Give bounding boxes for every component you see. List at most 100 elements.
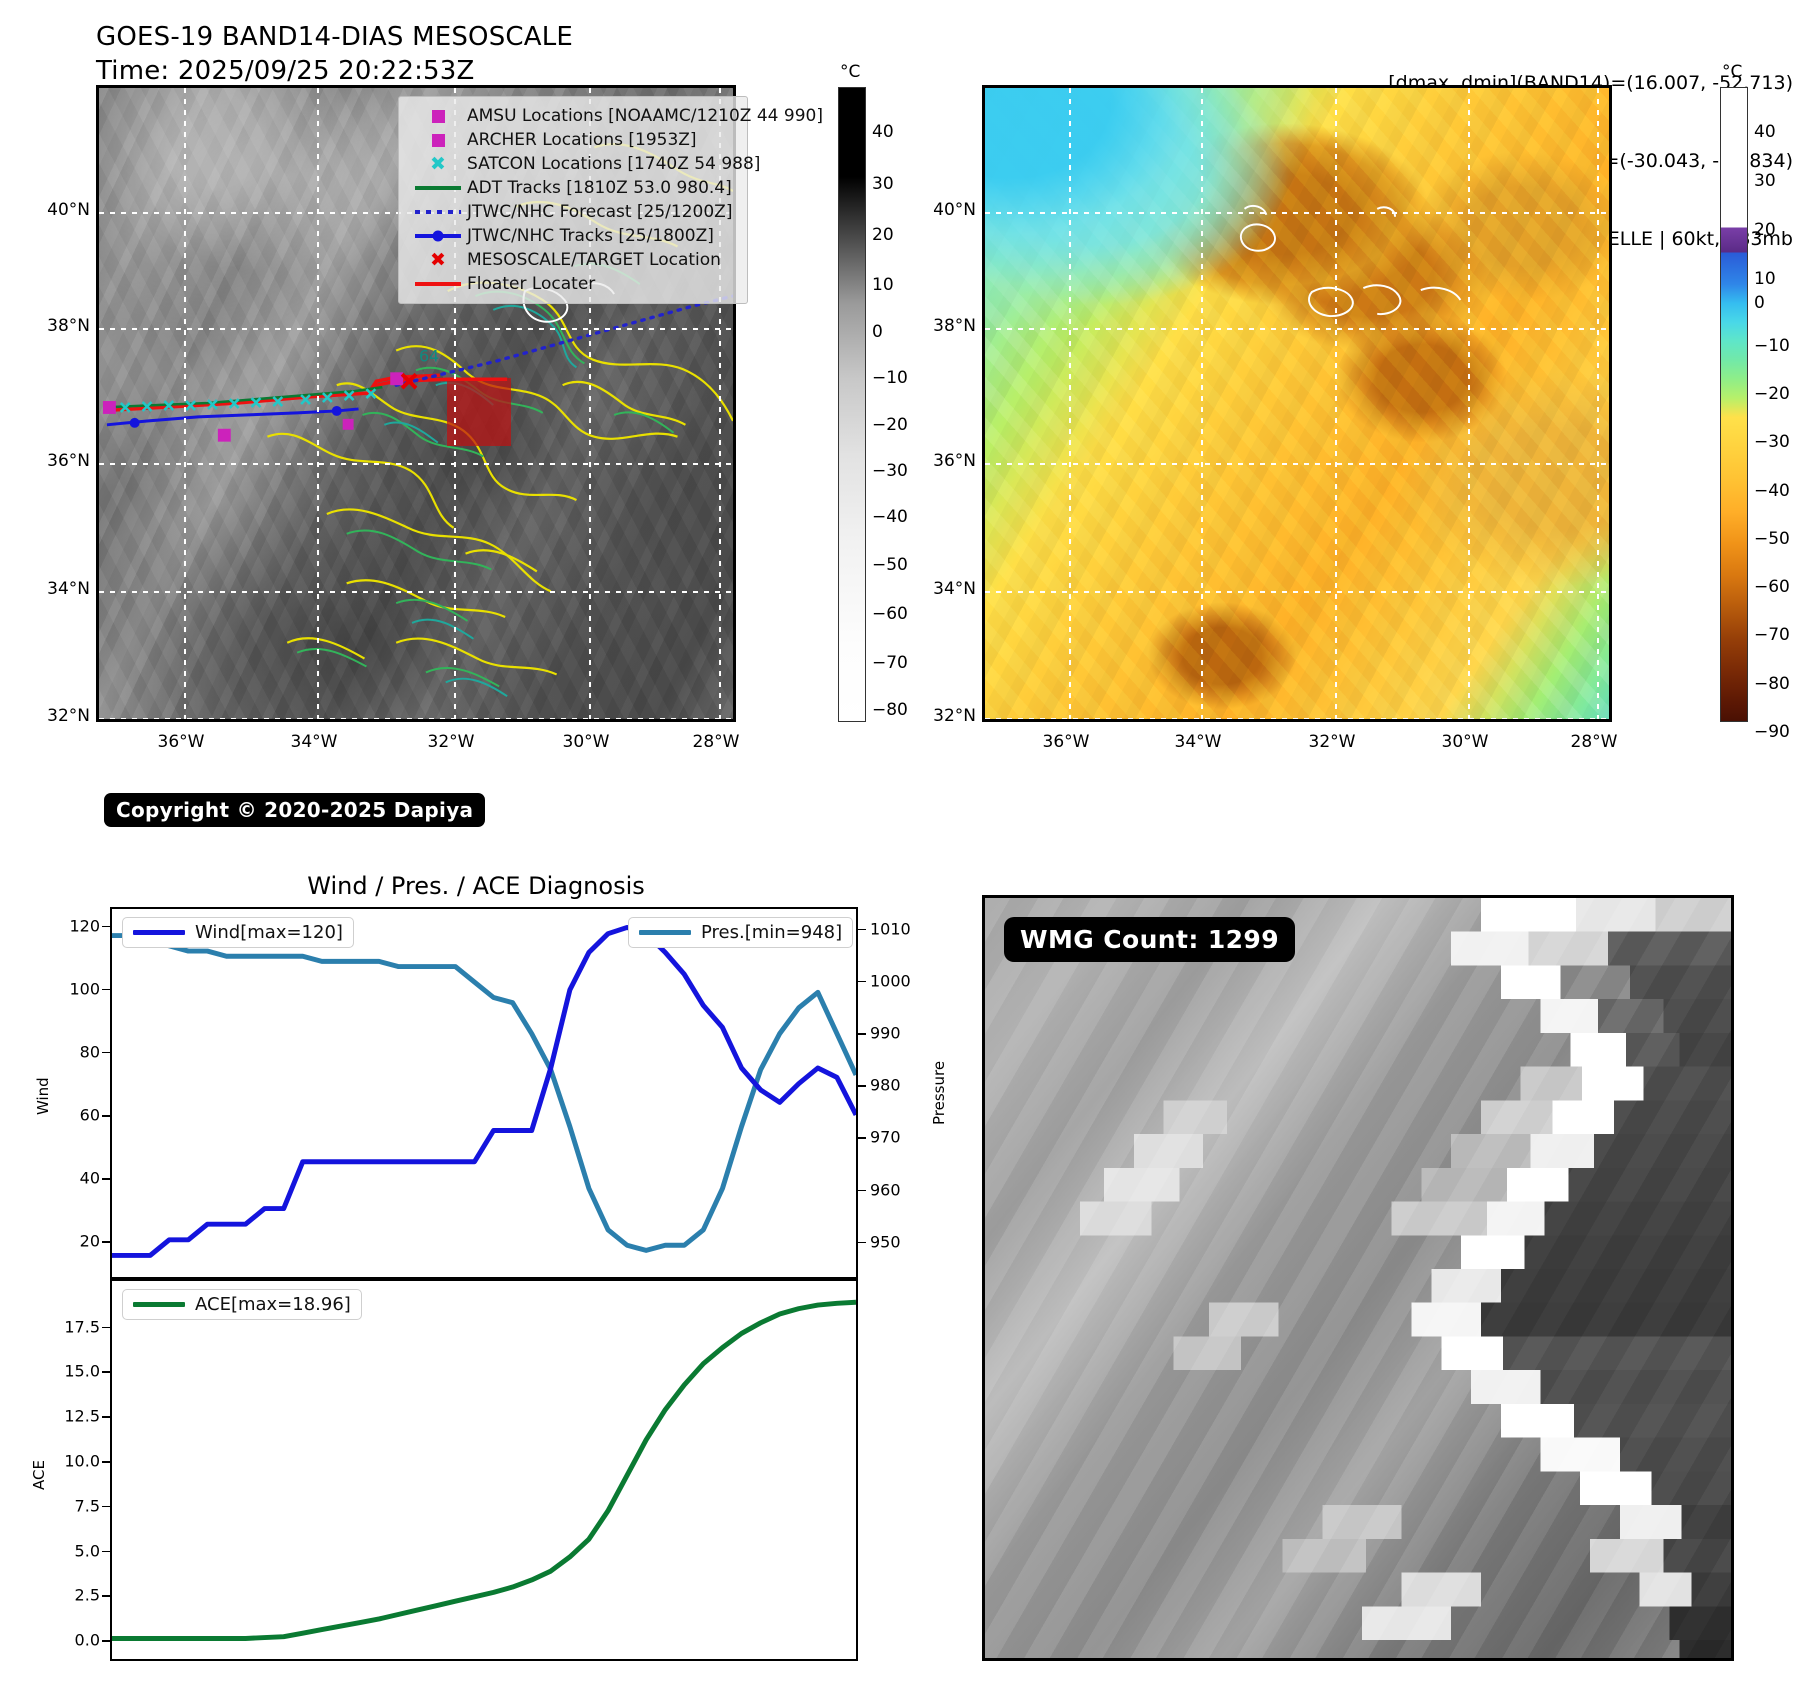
wmg-soft-texture — [985, 898, 1731, 1658]
map-legend[interactable]: AMSU Locations [NOAAMC/1210Z 44 990] ARC… — [398, 96, 823, 304]
square-marker-icon — [409, 133, 467, 147]
cb-tick: 30 — [1754, 171, 1776, 191]
ace-svg — [112, 1299, 857, 1641]
grid-lat-40 — [985, 212, 1609, 214]
line-with-dot-icon — [409, 230, 467, 242]
legend-label: JTWC/NHC Forecast [25/1200Z] — [467, 202, 733, 222]
y-tick-right: 970 — [870, 1127, 901, 1147]
ace-legend[interactable]: ACE[max=18.96] — [122, 1289, 362, 1320]
legend-item-floater-locater[interactable]: Floater Locater — [409, 272, 735, 296]
legend-label: SATCON Locations [1740Z 54 988] — [467, 154, 761, 174]
cb-tick: −90 — [1754, 722, 1790, 742]
grid-lat-32 — [985, 718, 1609, 719]
chart-title: Wind / Pres. / ACE Diagnosis — [307, 872, 645, 900]
y-tick: 17.5 — [64, 1317, 100, 1337]
pressure-legend[interactable]: Pres.[min=948] — [628, 917, 854, 948]
grid-lon-36 — [1069, 88, 1071, 719]
solid-line-icon — [409, 282, 467, 286]
cb-tick: −50 — [1754, 529, 1790, 549]
grid-lat-34 — [985, 591, 1609, 593]
title-line-time: Time: 2025/09/25 20:22:53Z — [96, 56, 475, 86]
grid-lat-36 — [985, 463, 1609, 465]
tick-mark — [102, 1115, 110, 1117]
tick-mark — [102, 1550, 110, 1553]
cb-tick: −80 — [1754, 674, 1790, 694]
ace-plot[interactable] — [110, 1279, 858, 1661]
cb-tick: 40 — [872, 122, 894, 142]
legend-item-mesoscale-target[interactable]: ✖ MESOSCALE/TARGET Location — [409, 248, 735, 272]
wind-axis-title: Wind — [34, 1077, 52, 1115]
lon-label-28w: 28°W — [692, 732, 740, 752]
grid-lat-36 — [99, 463, 733, 465]
contour-value-label: 64 — [419, 346, 439, 365]
cb-tick: −20 — [872, 415, 908, 435]
grid-lat-34 — [99, 591, 733, 593]
ir-cold-wedge — [985, 88, 1609, 719]
lon-label-36w-right: 36°W — [1042, 732, 1090, 752]
cb-tick: 0 — [872, 322, 883, 342]
wind-pressure-plot[interactable] — [110, 907, 859, 1279]
lat-label-40n-right: 40°N — [933, 200, 976, 220]
y-tick: 12.5 — [64, 1406, 100, 1426]
square-marker-icon — [409, 109, 467, 123]
grid-lon-28 — [1597, 88, 1599, 719]
legend-item-amsu[interactable]: AMSU Locations [NOAAMC/1210Z 44 990] — [409, 104, 823, 128]
cb-tick: −60 — [1754, 577, 1790, 597]
cb-tick: −80 — [872, 700, 908, 720]
x-marker-icon: ✖ — [430, 152, 446, 175]
legend-item-adt-tracks[interactable]: ADT Tracks [1810Z 53.0 980.4] — [409, 176, 735, 200]
cb-tick: −10 — [872, 368, 908, 388]
tick-mark — [858, 980, 866, 983]
legend-label: ADT Tracks [1810Z 53.0 980.4] — [467, 178, 732, 198]
dotted-line-icon — [409, 210, 467, 214]
colorbar-right-unit: °C — [1722, 62, 1743, 82]
pressure-legend-label: Pres.[min=948] — [701, 922, 843, 943]
title-line-main: GOES-19 BAND14-DIAS MESOSCALE — [96, 22, 574, 52]
legend-item-jtwc-forecast[interactable]: JTWC/NHC Forecast [25/1200Z] — [409, 200, 735, 224]
ir-color-map[interactable] — [982, 85, 1612, 722]
mesoscale-target-box — [447, 378, 511, 446]
lat-label-34n-right: 34°N — [933, 579, 976, 599]
y-tick-right: 1000 — [870, 971, 911, 991]
y-tick: 120 — [69, 916, 100, 936]
legend-item-archer[interactable]: ARCHER Locations [1953Z] — [409, 128, 735, 152]
lat-label-32n: 32°N — [47, 706, 90, 726]
pressure-legend-swatch — [639, 930, 691, 935]
grid-lon-28 — [719, 88, 721, 719]
tick-mark — [102, 1326, 110, 1329]
colorbar-right — [1720, 87, 1748, 722]
y-tick-right: 1010 — [870, 919, 911, 939]
tick-mark — [102, 1416, 110, 1418]
ir-color-contours — [1240, 205, 1462, 318]
y-tick: 7.5 — [74, 1496, 100, 1516]
x-marker-icon: ✖ — [430, 248, 446, 271]
cb-tick: −70 — [872, 653, 908, 673]
wmg-count-badge: WMG Count: 1299 — [1004, 917, 1296, 962]
y-tick-right: 950 — [870, 1232, 901, 1252]
legend-item-jtwc-tracks[interactable]: JTWC/NHC Tracks [25/1800Z] — [409, 224, 735, 248]
lat-label-36n: 36°N — [47, 451, 90, 471]
cb-tick: −50 — [872, 555, 908, 575]
cb-tick: −30 — [1754, 432, 1790, 452]
legend-label: JTWC/NHC Tracks [25/1800Z] — [467, 226, 714, 246]
lon-label-32w: 32°W — [427, 732, 475, 752]
tick-mark — [858, 928, 866, 931]
cb-tick: 0 — [1754, 293, 1765, 313]
tick-mark — [858, 1241, 866, 1244]
y-tick: 80 — [79, 1042, 100, 1062]
grid-lon-30 — [1468, 88, 1470, 719]
cb-tick: −70 — [1754, 625, 1790, 645]
lon-label-30w: 30°W — [562, 732, 610, 752]
cb-tick: −40 — [872, 507, 908, 527]
tick-mark — [102, 988, 110, 991]
lat-label-34n: 34°N — [47, 579, 90, 599]
wind-legend[interactable]: Wind[max=120] — [122, 917, 354, 948]
grid-lon-36 — [184, 88, 186, 719]
wind-legend-swatch — [133, 930, 185, 935]
lat-label-40n: 40°N — [47, 200, 90, 220]
lat-label-32n-right: 32°N — [933, 706, 976, 726]
grid-lat-38 — [99, 328, 733, 330]
lon-label-28w-right: 28°W — [1570, 732, 1618, 752]
legend-item-satcon[interactable]: ✖ SATCON Locations [1740Z 54 988] — [409, 152, 760, 176]
wmg-count-panel[interactable] — [982, 895, 1734, 1661]
